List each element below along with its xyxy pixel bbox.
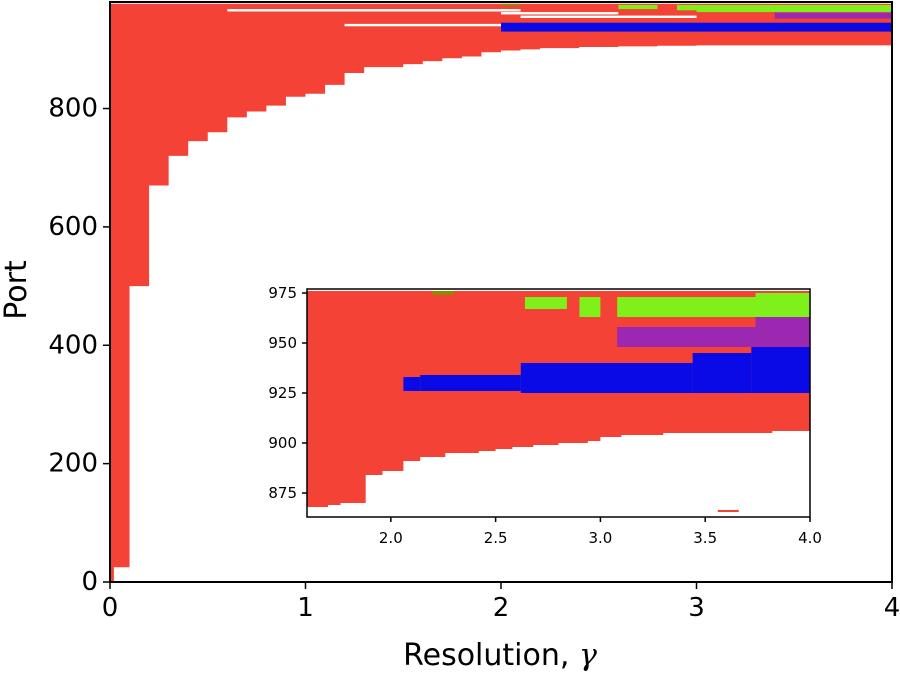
main-band-red-0 — [110, 31, 892, 46]
inset-band-red-8 — [307, 323, 618, 347]
inset-line-4 — [457, 292, 685, 294]
main-x-tick-label-4: 4 — [884, 593, 900, 623]
main-gap-1 — [344, 23, 501, 27]
inset-y-ticks: 875 900 925 950 975 — [268, 284, 307, 502]
inset-marks-group — [307, 289, 810, 512]
main-band-green-7 — [618, 4, 658, 10]
main-x-tick-label-3: 3 — [688, 593, 705, 623]
inset-line-1 — [307, 354, 454, 356]
inset-y-tick-label-4: 975 — [268, 284, 297, 302]
inset-band-purple-10 — [755, 317, 810, 327]
x-axis-label-text: Resolution, — [403, 638, 579, 673]
main-y-tick-label-1: 200 — [48, 449, 98, 479]
main-y-tick-label-3: 600 — [48, 212, 98, 242]
inset-band-red-1 — [307, 377, 404, 397]
main-marks — [110, 2, 892, 582]
inset-y-tick-label-0: 875 — [268, 484, 297, 502]
inset-band-red-7 — [307, 369, 366, 377]
inset-x-tick-label-3: 3.5 — [693, 529, 717, 547]
main-band-red-1 — [110, 17, 501, 32]
main-marks-group — [110, 2, 892, 582]
inset-x-tick-label-4: 4.0 — [798, 529, 822, 547]
main-band-olive-9 — [501, 3, 521, 6]
inset-x-ticks: 2.0 2.5 3.0 3.5 4.0 — [379, 517, 822, 547]
inset-band-green-14 — [617, 297, 756, 317]
inset-band-green-13 — [579, 297, 601, 317]
y-axis-label: Port — [0, 260, 34, 320]
inset-y-tick-label-1: 900 — [268, 434, 297, 452]
inset-band-blue-2 — [403, 377, 421, 391]
inset-band-blue-5 — [692, 353, 752, 393]
main-y-tick-label-2: 400 — [48, 330, 98, 360]
inset-line-0 — [307, 366, 433, 368]
inset-x-tick-label-1: 2.5 — [484, 529, 508, 547]
main-band-blue-2 — [501, 22, 892, 32]
main-x-tick-label-1: 1 — [297, 593, 314, 623]
main-x-tick-label-2: 2 — [493, 593, 510, 623]
main-band-purple-4 — [774, 12, 892, 19]
main-red-region — [110, 2, 892, 582]
inset-band-purple-9 — [617, 327, 810, 347]
inset-band-blue-3 — [420, 375, 521, 391]
inset-line-3 — [307, 306, 391, 308]
inset-band-red-0 — [307, 397, 810, 431]
inset-band-red-11 — [307, 293, 433, 311]
inset-band-olive-16 — [432, 291, 454, 295]
inset-x-tick-label-0: 2.0 — [379, 529, 403, 547]
main-y-tick-label-4: 800 — [48, 94, 98, 124]
inset-top-background — [307, 289, 810, 291]
inset-marks — [307, 289, 810, 512]
inset-band-blue-4 — [520, 363, 693, 393]
main-y-tick-label-0: 0 — [81, 567, 98, 597]
main-gap-2 — [501, 12, 619, 15]
main-band-green-6 — [696, 4, 892, 13]
main-x-tick-label-0: 0 — [102, 593, 119, 623]
inset-y-tick-label-2: 925 — [268, 384, 297, 402]
main-band-green-8 — [676, 4, 697, 11]
x-axis-label: Resolution, γ — [403, 638, 597, 673]
main-band-red-3 — [110, 15, 697, 18]
inset-plot-frame — [306, 288, 811, 518]
inset-line-5 — [717, 510, 739, 512]
inset-plot: 2.0 2.5 3.0 3.5 4.0 875 900 925 950 975 — [268, 284, 822, 547]
inset-x-tick-label-2: 3.0 — [588, 529, 612, 547]
inset-line-2 — [307, 316, 496, 318]
main-gap-3 — [520, 15, 697, 18]
main-y-ticks: 0 200 400 600 800 — [48, 94, 110, 597]
inset-y-tick-label-3: 950 — [268, 334, 297, 352]
main-gap-0 — [227, 9, 521, 12]
x-axis-label-symbol: γ — [579, 638, 597, 673]
inset-band-blue-6 — [751, 347, 810, 393]
main-x-ticks: 0 1 2 3 4 — [102, 582, 900, 623]
inset-band-green-15 — [755, 293, 810, 317]
inset-band-green-12 — [524, 297, 567, 309]
